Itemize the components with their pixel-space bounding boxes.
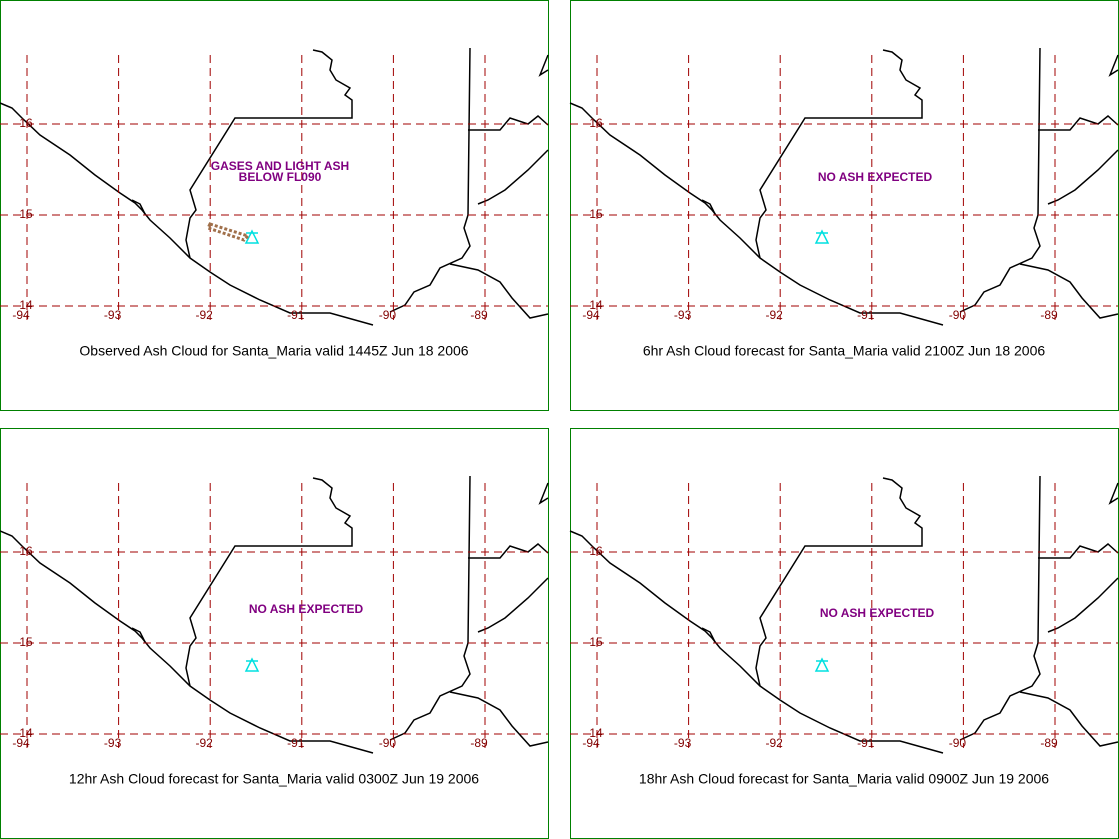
lon-label: -93 xyxy=(104,308,122,322)
caption: 6hr Ash Cloud forecast for Santa_Maria v… xyxy=(643,343,1046,359)
lon-label: -91 xyxy=(287,736,305,750)
lat-label: 14 xyxy=(19,726,33,740)
lat-label: 14 xyxy=(589,726,603,740)
annotation: BELOW FL090 xyxy=(239,170,322,184)
lon-label: -93 xyxy=(674,736,692,750)
lat-label: 15 xyxy=(19,207,33,221)
lat-label: 16 xyxy=(589,116,603,130)
map-panel: -94 -93 -92 -91 -90 -89 16 15 14 GASES AND LIGHT … xyxy=(0,0,549,411)
coastline xyxy=(0,47,549,326)
map-panel: -94 -93 -92 -91 -90 -89 16 15 14 NO ASH EXPECTED 1… xyxy=(0,428,549,839)
lon-label: -92 xyxy=(196,308,214,322)
lat-label: 15 xyxy=(589,207,603,221)
lon-label: -90 xyxy=(949,736,967,750)
lon-label: -90 xyxy=(949,308,967,322)
volcano xyxy=(815,230,829,244)
lon-label: -89 xyxy=(1040,736,1058,750)
lon-label: -94 xyxy=(582,308,600,322)
lat-label: 15 xyxy=(19,635,33,649)
lon-label: -90 xyxy=(379,308,397,322)
volcano xyxy=(245,658,259,672)
lon-label: -92 xyxy=(766,736,784,750)
lat-label: 14 xyxy=(589,298,603,312)
lon-label: -89 xyxy=(1040,308,1058,322)
annotation: NO ASH EXPECTED xyxy=(818,170,933,184)
caption: Observed Ash Cloud for Santa_Maria valid… xyxy=(79,343,468,359)
annotation: NO ASH EXPECTED xyxy=(249,602,364,616)
lat-label: 16 xyxy=(19,544,33,558)
lon-label: -93 xyxy=(104,736,122,750)
lat-label: 16 xyxy=(19,116,33,130)
annotation: GASES AND LIGHT ASH xyxy=(211,159,349,173)
lat-label: 14 xyxy=(19,298,33,312)
lon-label: -91 xyxy=(857,308,875,322)
map-panel: -94 -93 -92 -91 -90 -89 16 15 14 NO ASH EXPECTED 6… xyxy=(569,0,1119,411)
volcano xyxy=(815,658,829,672)
panel-border xyxy=(0,0,549,411)
caption: 18hr Ash Cloud forecast for Santa_Maria … xyxy=(639,771,1049,787)
coastline xyxy=(569,47,1119,326)
lon-label: -94 xyxy=(582,736,600,750)
lon-label: -91 xyxy=(857,736,875,750)
lon-label: -90 xyxy=(379,736,397,750)
caption: 12hr Ash Cloud forecast for Santa_Maria … xyxy=(69,771,479,787)
lon-label: -92 xyxy=(196,736,214,750)
map-panel: -94 -93 -92 -91 -90 -89 16 15 14 NO ASH EXPECTED 1… xyxy=(569,428,1119,839)
ash-plume xyxy=(205,222,251,242)
lon-label: -91 xyxy=(287,308,305,322)
lat-label: 15 xyxy=(589,635,603,649)
annotation: NO ASH EXPECTED xyxy=(820,606,935,620)
lat-label: 16 xyxy=(589,544,603,558)
lon-label: -94 xyxy=(12,736,30,750)
lon-label: -89 xyxy=(470,308,488,322)
lon-label: -93 xyxy=(674,308,692,322)
lon-label: -89 xyxy=(470,736,488,750)
lon-label: -94 xyxy=(12,308,30,322)
lon-label: -92 xyxy=(766,308,784,322)
